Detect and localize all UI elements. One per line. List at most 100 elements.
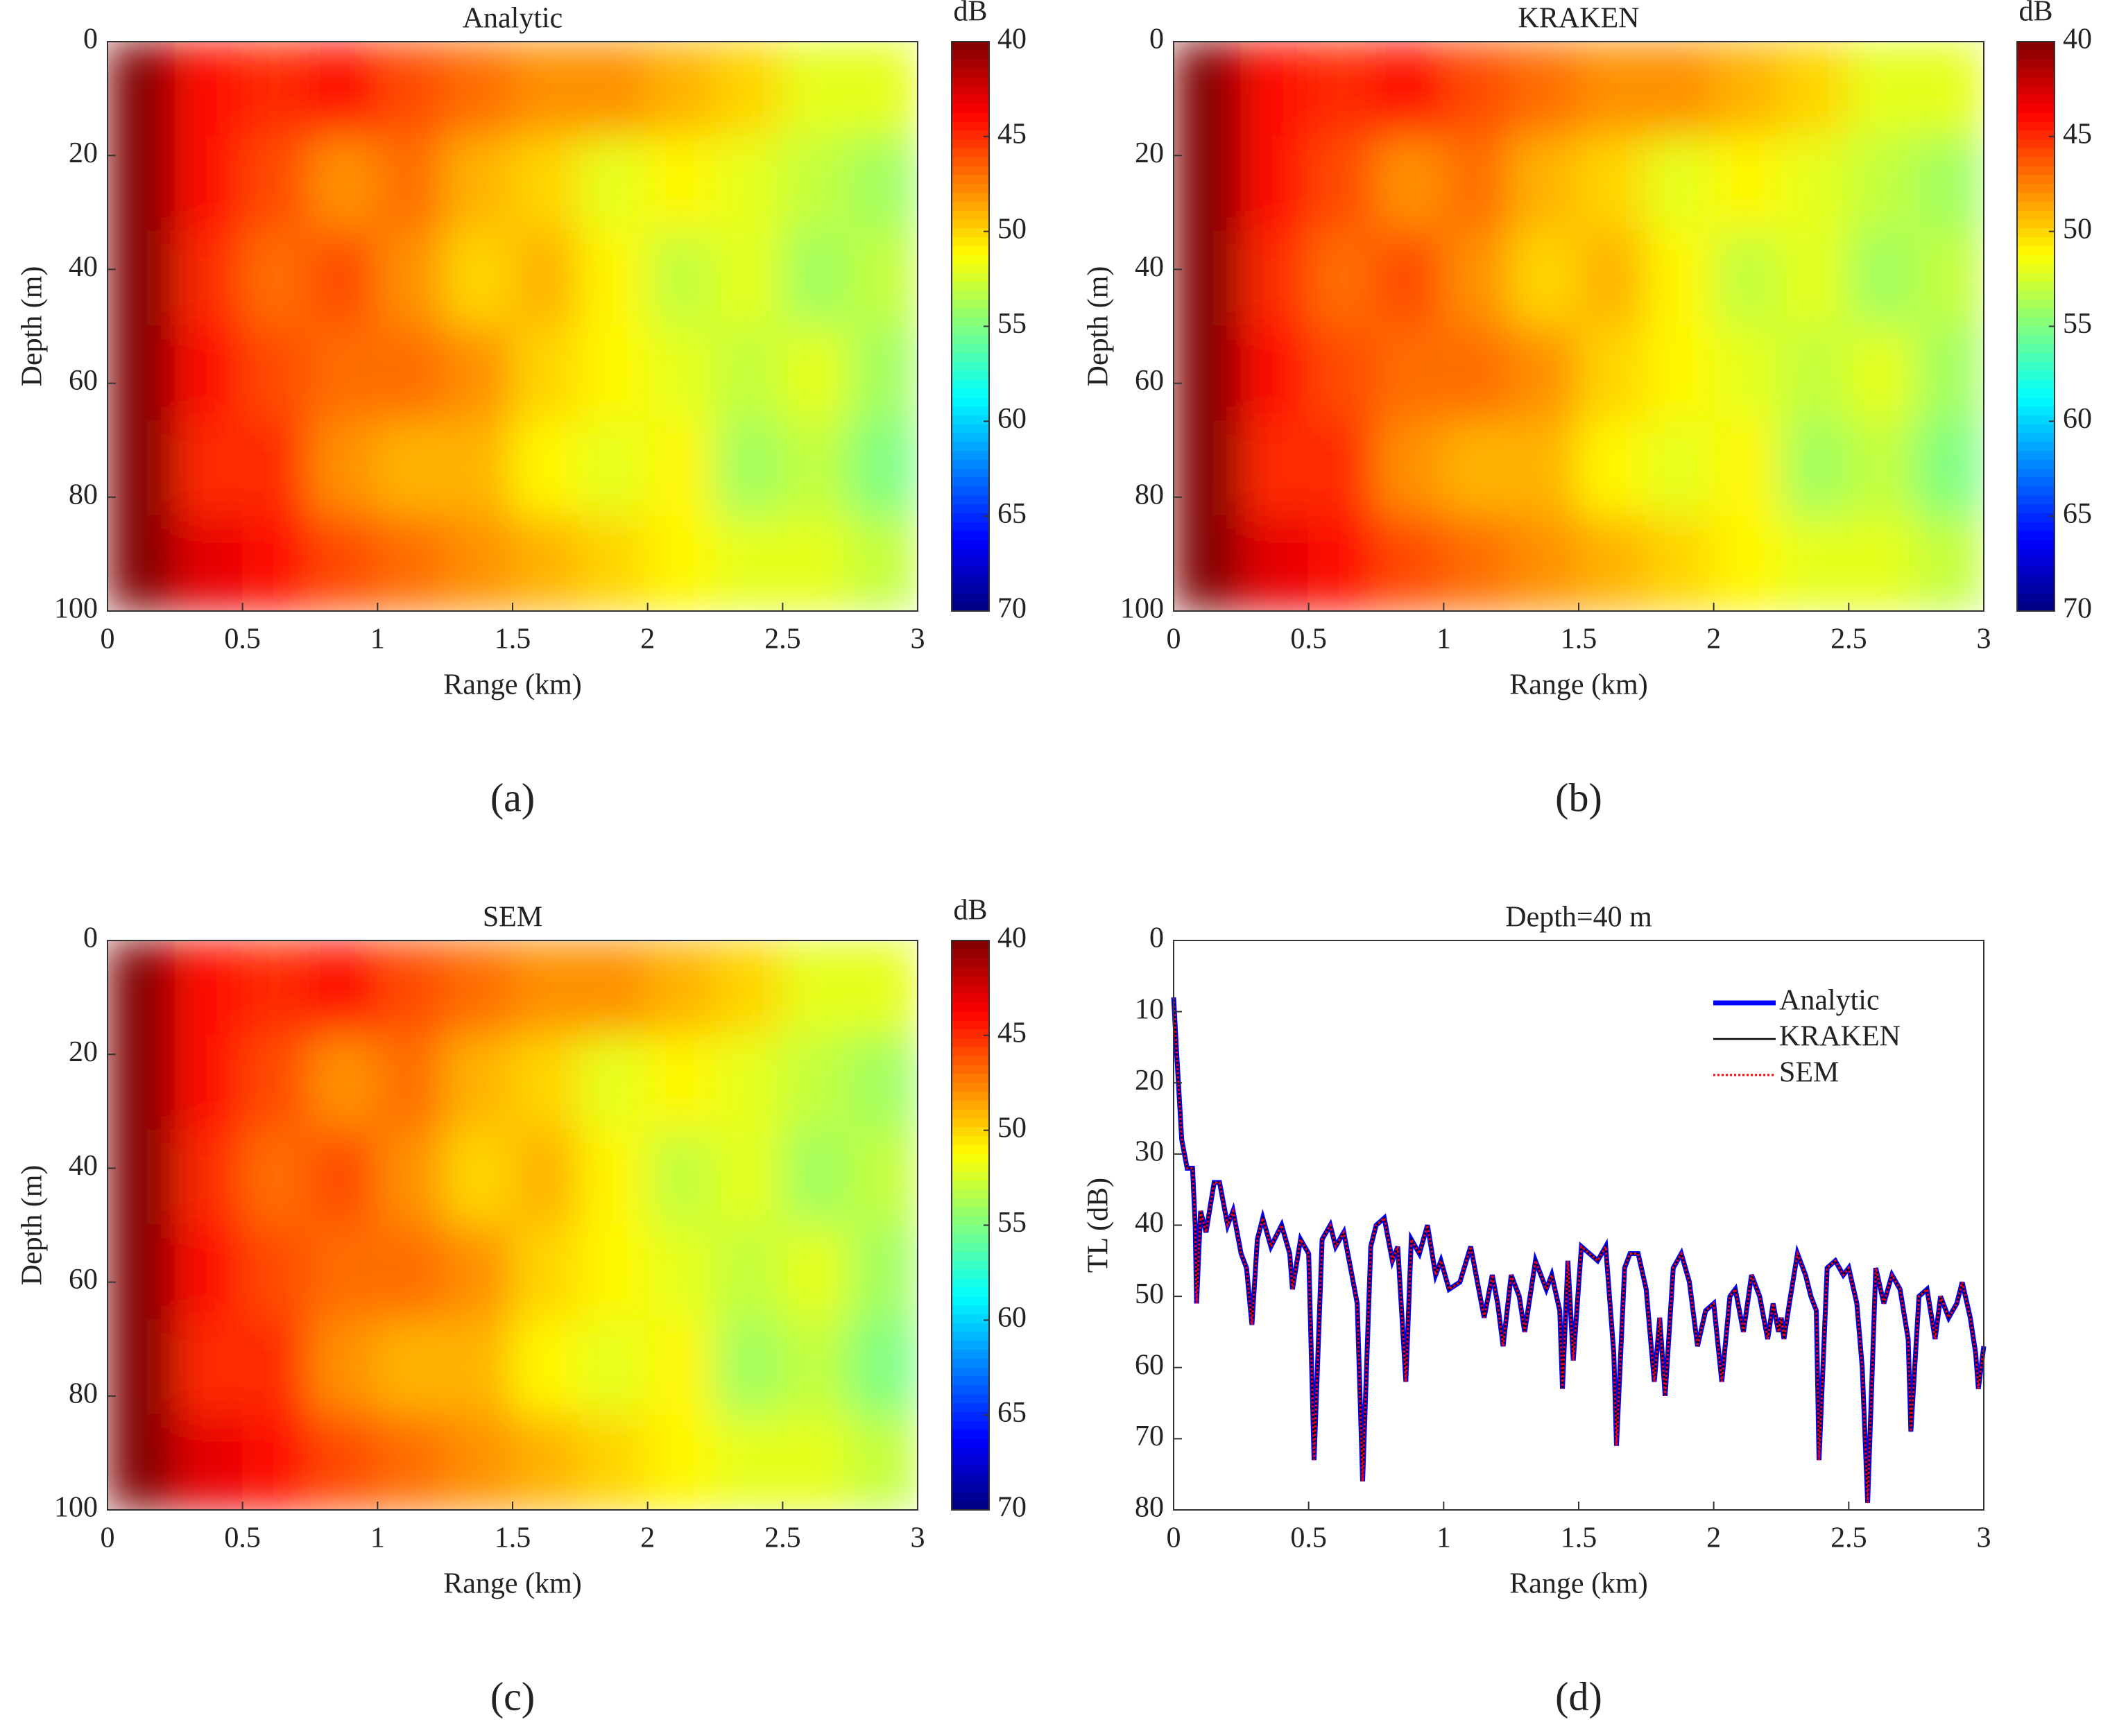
x-tick-label: 3 — [911, 1522, 925, 1554]
colorbar-tick-label: 55 — [2063, 308, 2092, 340]
colorbar-swatch — [952, 1465, 989, 1475]
colorbar-swatch — [2017, 352, 2055, 363]
colorbar-swatch — [2017, 291, 2055, 301]
heatmap-cell — [377, 940, 446, 1036]
heatmap-cell — [714, 230, 784, 327]
heatmap-cell — [241, 420, 311, 517]
colorbar-swatch — [952, 549, 989, 559]
heatmap-cell — [1510, 42, 1579, 137]
heatmap-cell — [646, 230, 716, 327]
colorbar-tick-label: 40 — [2063, 24, 2092, 55]
colorbar-swatch — [952, 300, 989, 309]
colorbar-tick-label: 60 — [2063, 403, 2092, 435]
colorbar-swatch — [952, 166, 989, 176]
heatmap-cell — [714, 1034, 784, 1131]
heatmap-cell — [174, 1319, 243, 1416]
colorbar-swatch — [952, 148, 989, 158]
heatmap-cell — [1510, 135, 1579, 232]
heatmap-cell — [174, 42, 243, 137]
colorbar-swatch — [952, 1083, 989, 1093]
heatmap-cell — [241, 1129, 311, 1226]
heatmap-cell — [646, 420, 716, 517]
heatmap-cell — [309, 1319, 379, 1416]
heatmap-cell — [1174, 230, 1242, 327]
x-tick-label: 0.5 — [224, 624, 261, 655]
heatmap-cell — [309, 42, 379, 137]
colorbar-tick-label: 45 — [997, 118, 1027, 150]
colorbar-swatch — [2017, 344, 2055, 354]
heatmap-cell — [849, 420, 918, 517]
heatmap-cell — [849, 1319, 918, 1416]
colorbar-swatch — [2017, 442, 2055, 452]
heatmap-cell — [782, 1129, 851, 1226]
heatmap-cell — [646, 42, 716, 137]
colorbar-swatch — [952, 406, 989, 416]
y-tick-label: 70 — [1135, 1420, 1164, 1452]
heatmap-cell — [512, 515, 581, 611]
colorbar-swatch — [952, 1420, 989, 1431]
colorbar-label: dB — [953, 0, 987, 28]
colorbar-swatch — [952, 602, 989, 612]
colorbar-swatch — [952, 273, 989, 283]
colorbar-tick-label: 65 — [997, 1397, 1027, 1429]
x-tick-label: 2.5 — [1830, 1522, 1867, 1554]
colorbar-swatch — [952, 1314, 989, 1324]
colorbar-swatch — [2017, 361, 2055, 372]
colorbar-swatch — [2017, 459, 2055, 470]
heatmap-cell — [377, 1414, 446, 1510]
heatmap-cell — [512, 1319, 581, 1416]
caption: (c) — [490, 1674, 535, 1719]
colorbar-swatch — [952, 352, 989, 363]
panel-title: SEM — [483, 902, 542, 934]
caption: (b) — [1555, 775, 1602, 820]
colorbar-swatch — [952, 1180, 989, 1191]
heatmap-cell — [1510, 230, 1579, 327]
heatmap-cell — [512, 1224, 581, 1321]
colorbar-swatch — [2017, 193, 2055, 203]
y-axis-label: Depth (m) — [17, 1165, 49, 1286]
colorbar-swatch — [2017, 549, 2055, 559]
y-tick-label: 60 — [69, 1264, 98, 1296]
colorbar-swatch — [2017, 68, 2055, 78]
colorbar-swatch — [952, 1011, 989, 1022]
heatmap-cell — [174, 515, 243, 611]
colorbar-swatch — [952, 993, 989, 1004]
heatmap-cell — [714, 420, 784, 517]
y-tick-label: 80 — [69, 1377, 98, 1409]
x-tick-label: 2 — [1706, 1522, 1721, 1554]
colorbar-swatch — [2017, 148, 2055, 158]
heatmap-cell — [1240, 420, 1310, 517]
colorbar-swatch — [952, 1411, 989, 1422]
x-tick-label: 0.5 — [1290, 624, 1327, 655]
colorbar-swatch — [952, 255, 989, 265]
colorbar-tick-label: 60 — [997, 403, 1027, 435]
heatmap-cell — [579, 1129, 649, 1226]
y-tick-label: 20 — [1135, 1065, 1164, 1097]
heatmap-cell — [174, 940, 243, 1036]
colorbar-swatch — [952, 477, 989, 488]
colorbar-swatch — [952, 1074, 989, 1084]
heatmap-cell — [512, 420, 581, 517]
caption: (a) — [490, 775, 535, 820]
heatmap-cell — [174, 1129, 243, 1226]
colorbar-swatch — [2017, 558, 2055, 567]
colorbar-swatch — [2017, 602, 2055, 612]
colorbar-tick-label: 70 — [997, 593, 1027, 625]
colorbar-swatch — [952, 1394, 989, 1404]
heatmap — [1174, 42, 1984, 611]
heatmap — [108, 940, 918, 1510]
colorbar-swatch — [952, 1056, 989, 1066]
colorbar-swatch — [952, 1225, 989, 1235]
heatmap-cell — [782, 1414, 851, 1510]
heatmap-cell — [646, 515, 716, 611]
heatmap-cell — [579, 1319, 649, 1416]
heatmap-cell — [444, 940, 513, 1036]
colorbar-swatch — [952, 326, 989, 336]
colorbar-swatch — [952, 540, 989, 550]
colorbar-swatch — [2017, 130, 2055, 141]
heatmap-cell — [444, 1034, 513, 1131]
y-tick-label: 0 — [83, 922, 98, 954]
colorbar-swatch — [2017, 246, 2055, 256]
colorbar-swatch — [2017, 495, 2055, 506]
heatmap-cell — [782, 1034, 851, 1131]
